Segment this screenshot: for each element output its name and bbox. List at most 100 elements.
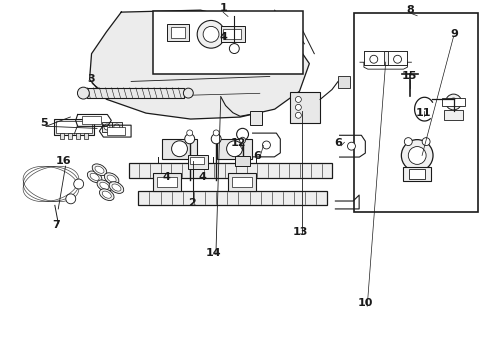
Ellipse shape bbox=[97, 180, 112, 192]
Bar bbox=[188, 156, 208, 169]
Ellipse shape bbox=[102, 191, 111, 198]
Text: 4: 4 bbox=[199, 172, 207, 182]
Bar bbox=[443, 110, 464, 120]
Text: 13: 13 bbox=[293, 227, 308, 237]
Text: 5: 5 bbox=[40, 118, 48, 129]
Bar bbox=[409, 169, 425, 179]
Polygon shape bbox=[90, 10, 309, 119]
Circle shape bbox=[226, 141, 243, 157]
Circle shape bbox=[172, 141, 188, 157]
Circle shape bbox=[408, 147, 426, 165]
Bar bbox=[76, 133, 80, 139]
Circle shape bbox=[422, 138, 430, 145]
Bar bbox=[153, 173, 180, 191]
Text: 15: 15 bbox=[401, 71, 416, 81]
Text: 12: 12 bbox=[231, 138, 246, 148]
Circle shape bbox=[104, 124, 110, 130]
Ellipse shape bbox=[107, 175, 116, 182]
Bar bbox=[128, 163, 332, 177]
Bar bbox=[232, 177, 252, 187]
Bar bbox=[228, 173, 256, 191]
Bar bbox=[157, 177, 176, 187]
Bar bbox=[190, 157, 203, 165]
Ellipse shape bbox=[92, 164, 107, 176]
Text: 2: 2 bbox=[188, 198, 196, 207]
Bar bbox=[56, 121, 92, 133]
Bar bbox=[221, 26, 245, 42]
Circle shape bbox=[393, 55, 401, 63]
Ellipse shape bbox=[112, 184, 121, 191]
Bar bbox=[168, 24, 189, 41]
Bar bbox=[60, 133, 64, 139]
Circle shape bbox=[197, 21, 225, 48]
Text: 11: 11 bbox=[416, 108, 431, 118]
Bar bbox=[364, 51, 384, 65]
Circle shape bbox=[240, 137, 245, 143]
Circle shape bbox=[229, 44, 239, 54]
Text: 6: 6 bbox=[335, 138, 343, 148]
Circle shape bbox=[213, 130, 219, 136]
Circle shape bbox=[446, 94, 462, 110]
Circle shape bbox=[77, 87, 89, 99]
Text: 4: 4 bbox=[163, 172, 171, 182]
Circle shape bbox=[203, 26, 219, 42]
Bar bbox=[102, 122, 112, 132]
Ellipse shape bbox=[87, 171, 102, 183]
Ellipse shape bbox=[104, 173, 119, 184]
Text: 7: 7 bbox=[52, 220, 60, 230]
Bar bbox=[291, 91, 320, 123]
Bar bbox=[354, 13, 478, 212]
Circle shape bbox=[237, 129, 248, 140]
Text: 10: 10 bbox=[358, 298, 373, 309]
Text: 6: 6 bbox=[253, 151, 261, 161]
Circle shape bbox=[370, 55, 378, 63]
Bar bbox=[235, 156, 250, 166]
Bar bbox=[403, 167, 431, 181]
Text: 16: 16 bbox=[56, 156, 72, 166]
Text: 9: 9 bbox=[451, 28, 459, 39]
Bar bbox=[364, 51, 408, 65]
Bar bbox=[153, 11, 303, 73]
Circle shape bbox=[211, 134, 221, 144]
Circle shape bbox=[74, 179, 84, 189]
Bar bbox=[82, 117, 101, 125]
Bar bbox=[250, 111, 262, 125]
Circle shape bbox=[450, 98, 458, 106]
Bar bbox=[223, 30, 241, 39]
Circle shape bbox=[114, 124, 120, 130]
Text: 3: 3 bbox=[87, 74, 95, 84]
Bar bbox=[87, 88, 184, 98]
Text: 4: 4 bbox=[220, 32, 227, 42]
Circle shape bbox=[263, 141, 270, 149]
Circle shape bbox=[295, 96, 301, 102]
Text: 14: 14 bbox=[206, 248, 222, 258]
Circle shape bbox=[347, 142, 355, 150]
Ellipse shape bbox=[90, 173, 99, 180]
Circle shape bbox=[187, 130, 193, 136]
Ellipse shape bbox=[100, 182, 109, 189]
Bar bbox=[68, 133, 72, 139]
Text: 1: 1 bbox=[220, 3, 227, 13]
Bar bbox=[388, 51, 408, 65]
Bar bbox=[107, 127, 125, 135]
Bar bbox=[84, 133, 88, 139]
Ellipse shape bbox=[109, 182, 124, 193]
Bar bbox=[162, 139, 197, 159]
Bar bbox=[441, 98, 466, 106]
Bar bbox=[112, 122, 122, 132]
Bar bbox=[217, 139, 252, 159]
Ellipse shape bbox=[95, 166, 104, 173]
Circle shape bbox=[404, 138, 412, 145]
Ellipse shape bbox=[99, 189, 114, 201]
Circle shape bbox=[183, 88, 193, 98]
Circle shape bbox=[401, 140, 433, 171]
Circle shape bbox=[185, 134, 195, 144]
Bar bbox=[138, 191, 327, 205]
Text: 8: 8 bbox=[406, 5, 414, 15]
Bar bbox=[54, 119, 94, 135]
Circle shape bbox=[66, 194, 76, 204]
Bar bbox=[338, 76, 350, 87]
Bar bbox=[172, 27, 185, 39]
Circle shape bbox=[295, 104, 301, 110]
Circle shape bbox=[295, 112, 301, 118]
